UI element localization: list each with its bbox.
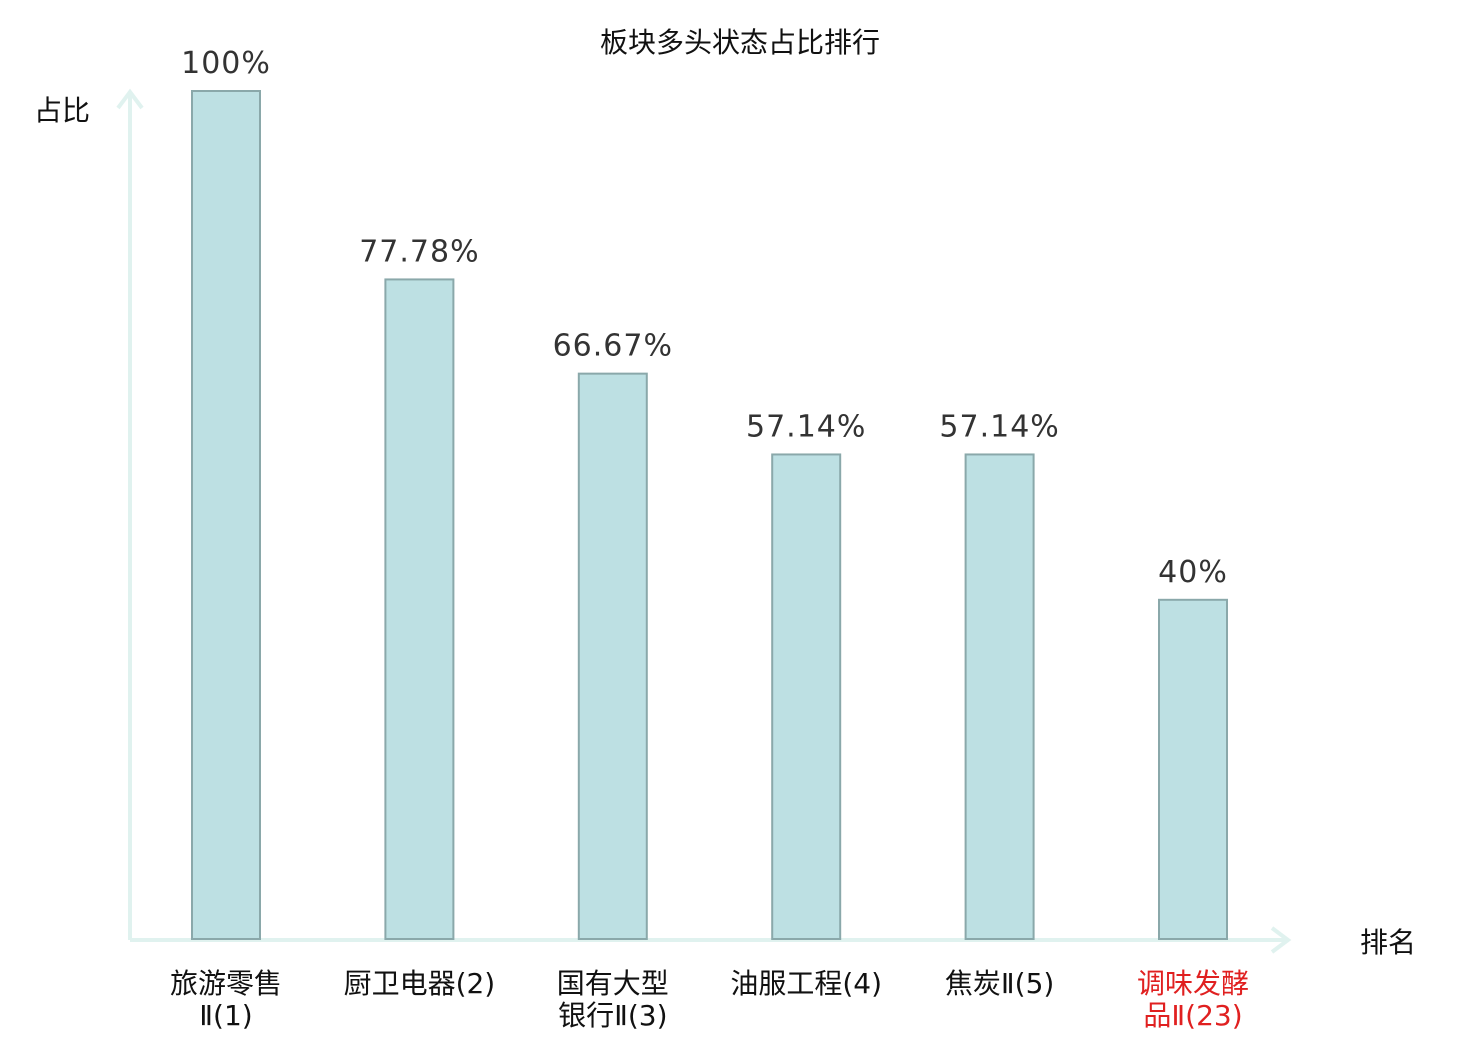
axes xyxy=(116,88,1292,954)
value-labels-group: 100% 77.78% 66.67% 57.14% 57.14% 40% xyxy=(181,46,1228,590)
bar-3 xyxy=(577,372,648,940)
category-label-5: 焦炭Ⅱ(5) xyxy=(945,967,1054,1000)
category-label-6-line-1: 调味发酵 xyxy=(1137,967,1249,1000)
value-label-4: 57.14% xyxy=(746,409,866,444)
chart-title: 板块多头状态占比排行 xyxy=(600,26,880,59)
y-axis-label: 占比 xyxy=(34,94,90,127)
y-axis-arrow-icon xyxy=(116,88,144,110)
bar-2 xyxy=(384,278,455,940)
x-axis-label: 排名 xyxy=(1360,926,1416,959)
value-label-1: 100% xyxy=(181,46,271,81)
bar-1 xyxy=(191,90,261,940)
category-label-1-line-2: Ⅱ(1) xyxy=(199,999,252,1032)
category-label-3-line-1: 国有大型 xyxy=(557,967,669,1000)
category-label-3-line-2: 银行Ⅱ(3) xyxy=(558,999,667,1032)
value-label-3: 66.67% xyxy=(553,329,673,364)
value-label-2: 77.78% xyxy=(359,234,479,269)
bar-6 xyxy=(1158,598,1228,940)
bar-4 xyxy=(771,453,842,940)
category-label-2: 厨卫电器(2) xyxy=(344,967,496,1000)
category-label-1-line-1: 旅游零售 xyxy=(170,967,282,1000)
value-label-6: 40% xyxy=(1158,555,1228,590)
category-label-6-line-2: 品Ⅱ(23) xyxy=(1143,999,1242,1032)
value-label-5: 57.14% xyxy=(939,409,1059,444)
x-axis-arrow-icon xyxy=(1270,926,1292,954)
bar-5 xyxy=(964,453,1035,940)
category-label-4: 油服工程(4) xyxy=(730,967,882,1000)
bars-group xyxy=(191,90,1228,940)
